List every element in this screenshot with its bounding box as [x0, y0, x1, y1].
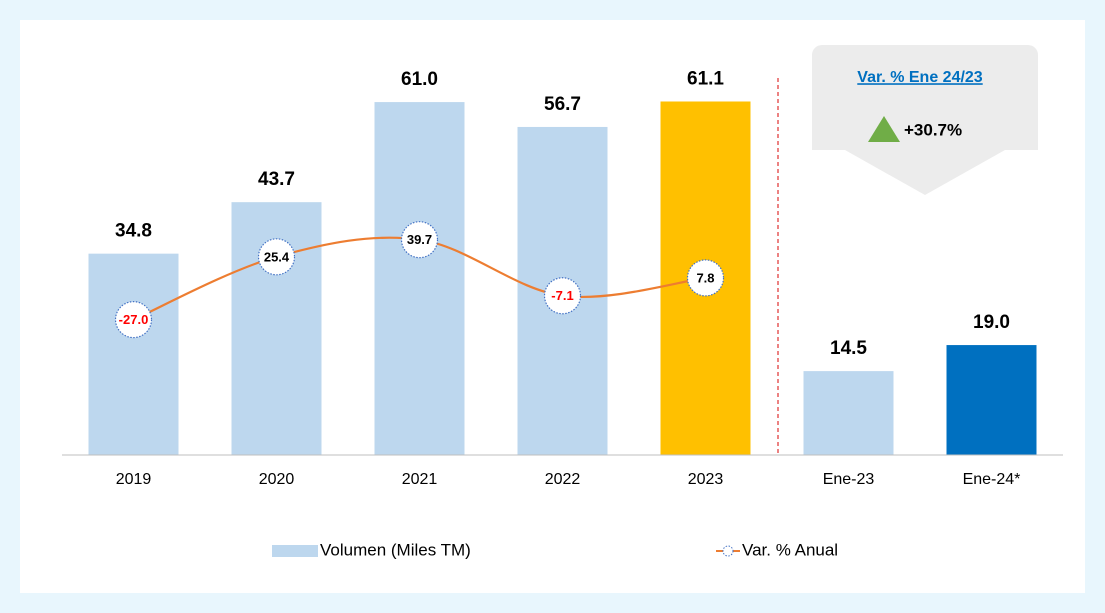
annotation-value: +30.7% — [904, 120, 962, 139]
annotation-title: Var. % Ene 24/23 — [857, 69, 983, 86]
line-label: 7.8 — [696, 270, 714, 285]
bar-label: 34.8 — [115, 221, 152, 242]
bar-label: 14.5 — [830, 338, 867, 359]
bar-label: 61.0 — [401, 69, 438, 90]
line-label: 25.4 — [264, 249, 290, 264]
legend: Volumen (Miles TM) Var. % Anual — [272, 540, 838, 559]
legend-swatch — [272, 545, 318, 557]
annotation-box — [812, 45, 1038, 195]
line-label: -7.1 — [551, 288, 573, 303]
x-tick-label: 2020 — [259, 471, 295, 488]
line-marker — [686, 259, 725, 297]
x-tick-label: 2019 — [116, 471, 152, 488]
x-tick-label: Ene-23 — [823, 471, 875, 488]
bar — [374, 102, 465, 456]
bar — [803, 371, 894, 455]
line-label: 39.7 — [407, 232, 432, 247]
bar-label: 43.7 — [258, 169, 295, 190]
line-marker — [543, 277, 582, 315]
bar-label: 61.1 — [687, 69, 724, 90]
x-tick-label: 2023 — [688, 471, 724, 488]
line-label: -27.0 — [119, 312, 149, 327]
legend-label: Var. % Anual — [742, 540, 838, 559]
bar — [946, 345, 1037, 455]
x-tick-label: 2021 — [402, 471, 438, 488]
line-marker — [114, 301, 153, 339]
legend-marker — [722, 545, 734, 557]
legend-label: Volumen (Miles TM) — [320, 540, 471, 559]
bar — [88, 253, 179, 455]
bar-label: 19.0 — [973, 312, 1010, 333]
line-marker — [257, 238, 296, 276]
bar-label: 56.7 — [544, 94, 581, 115]
x-tick-label: Ene-24* — [963, 471, 1021, 488]
line-marker — [400, 221, 439, 259]
up-triangle — [868, 116, 900, 142]
x-tick-label: 2022 — [545, 471, 581, 488]
